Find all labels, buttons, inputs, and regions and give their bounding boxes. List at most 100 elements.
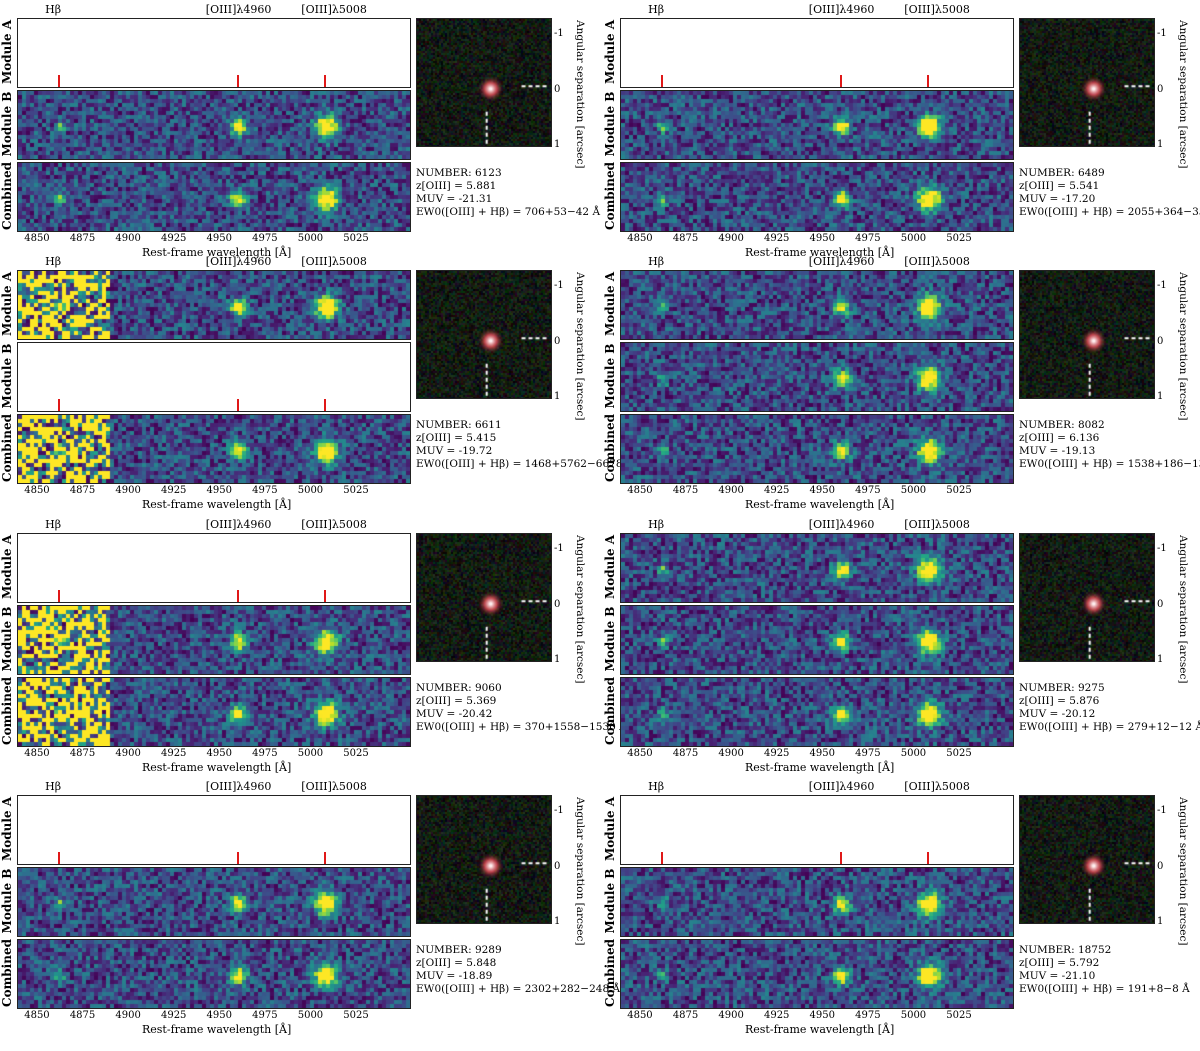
info-muv: MUV = -20.42	[416, 708, 493, 720]
line-marker	[927, 852, 930, 864]
x-tick-label: 4900	[115, 748, 141, 759]
spectrum-2d-image	[17, 605, 411, 675]
y-tick-label: 1	[1157, 916, 1164, 927]
x-tick-label: 4925	[763, 233, 790, 244]
x-tick-label: 4850	[24, 748, 50, 759]
x-tick-label: 5025	[946, 748, 972, 759]
cutout-image	[416, 270, 552, 399]
y-tick-label: 0	[554, 335, 561, 347]
x-tick-label: 4900	[115, 233, 141, 244]
line-marker	[661, 852, 664, 864]
emission-line-label: [OIII]λ5008	[301, 518, 367, 531]
info-number: NUMBER: 9289	[416, 944, 502, 956]
x-tick-label: 4975	[855, 485, 881, 496]
info-z: z[OIII] = 5.881	[416, 180, 497, 192]
spectrum-pixels	[18, 91, 410, 159]
empty-module-box	[17, 795, 411, 865]
y-tick-label: 0	[554, 83, 561, 95]
info-muv: MUV = -19.72	[416, 445, 493, 457]
emission-line-label: [OIII]λ5008	[904, 3, 970, 16]
module-row-label: Combined	[603, 162, 617, 230]
emission-line-label: [OIII]λ5008	[904, 780, 970, 793]
x-tick-label: 5000	[900, 233, 927, 244]
y-tick-label: 0	[1157, 335, 1164, 347]
line-marker	[324, 852, 327, 864]
y-axis-label: Angular separation [arcsec]	[574, 535, 586, 684]
info-ew: EW0([OIII] + Hβ) = 279+12−12 Å	[1019, 721, 1200, 733]
y-tick-label: -1	[554, 805, 564, 816]
y-tick-label: -1	[1157, 543, 1167, 554]
x-tick-label: 4900	[718, 1010, 744, 1021]
x-tick-label: 4900	[718, 485, 744, 496]
x-axis-label: Rest-frame wavelength [Å]	[745, 1023, 895, 1036]
y-tick-label: 0	[554, 598, 561, 610]
x-tick-label: 4850	[627, 748, 653, 759]
emission-line-label: Hβ	[45, 3, 62, 16]
info-muv: MUV = -18.89	[416, 970, 493, 982]
cutout-image	[1019, 18, 1155, 147]
info-ew: EW0([OIII] + Hβ) = 1538+186−136 Å	[1019, 458, 1200, 470]
x-tick-label: 4875	[672, 485, 699, 496]
line-marker	[58, 590, 61, 602]
spectrum-pixels	[621, 678, 1013, 746]
spectrum-2d-image	[17, 939, 411, 1009]
module-row-label: Module B	[603, 91, 617, 157]
info-muv: MUV = -19.13	[1019, 445, 1096, 457]
line-marker	[324, 399, 327, 411]
line-marker	[58, 399, 61, 411]
module-row-label: Module B	[0, 91, 14, 157]
spectrum-pixels	[18, 606, 410, 674]
cutout-pixels	[417, 534, 551, 661]
line-marker	[324, 590, 327, 602]
line-marker	[236, 399, 239, 411]
info-ew: EW0([OIII] + Hβ) = 706+53−42 Å	[416, 206, 601, 218]
emission-line-label: [OIII]λ4960	[808, 780, 875, 793]
info-z: z[OIII] = 5.541	[1019, 180, 1100, 192]
info-z: z[OIII] = 5.415	[416, 432, 497, 444]
module-row-label: Module B	[0, 868, 14, 934]
x-tick-label: 4925	[160, 748, 187, 759]
info-z: z[OIII] = 5.876	[1019, 695, 1100, 707]
info-z: z[OIII] = 6.136	[1019, 432, 1100, 444]
x-tick-label: 4875	[672, 233, 699, 244]
emission-line-label: [OIII]λ5008	[301, 3, 367, 16]
module-row-label: Module B	[603, 868, 617, 934]
spectrum-2d-image	[17, 270, 411, 340]
x-tick-label: 4925	[763, 1010, 790, 1021]
spectrum-2d-image	[17, 867, 411, 937]
y-tick-label: 1	[1157, 139, 1164, 150]
x-tick-label: 4875	[69, 748, 96, 759]
y-tick-label: -1	[554, 543, 564, 554]
y-tick-label: 1	[1157, 391, 1164, 402]
y-tick-label: 0	[1157, 860, 1164, 872]
empty-module-box	[620, 795, 1014, 865]
cutout-image	[1019, 795, 1155, 924]
line-marker	[839, 852, 842, 864]
x-axis-label: Rest-frame wavelength [Å]	[745, 761, 895, 774]
object-info: NUMBER: 6489 z[OIII] = 5.541 MUV = -17.20 E…	[1019, 167, 1200, 219]
module-row-label: Module B	[0, 606, 14, 672]
emission-line-label: Hβ	[45, 518, 62, 531]
object-info: NUMBER: 6611 z[OIII] = 5.415 MUV = -19.72 E…	[416, 419, 633, 471]
info-number: NUMBER: 18752	[1019, 944, 1112, 956]
line-marker	[324, 75, 327, 87]
x-tick-label: 4975	[855, 748, 881, 759]
x-tick-label: 4875	[69, 233, 96, 244]
line-marker	[58, 75, 61, 87]
emission-line-label: [OIII]λ5008	[904, 255, 970, 268]
emission-line-label: [OIII]λ4960	[808, 255, 875, 268]
info-ew: EW0([OIII] + Hβ) = 191+8−8 Å	[1019, 983, 1190, 995]
module-row-label: Module A	[603, 271, 617, 337]
x-tick-label: 4875	[672, 1010, 699, 1021]
cutout-image	[416, 533, 552, 662]
y-tick-label: -1	[1157, 805, 1167, 816]
x-axis-label: Rest-frame wavelength [Å]	[142, 761, 292, 774]
info-muv: MUV = -20.12	[1019, 708, 1096, 720]
info-number: NUMBER: 9060	[416, 682, 502, 694]
x-tick-label: 5000	[297, 485, 324, 496]
line-marker	[839, 75, 842, 87]
x-tick-label: 4950	[206, 748, 232, 759]
module-row-label: Module A	[0, 534, 14, 600]
x-tick-label: 5025	[946, 1010, 972, 1021]
x-tick-label: 5025	[343, 485, 369, 496]
